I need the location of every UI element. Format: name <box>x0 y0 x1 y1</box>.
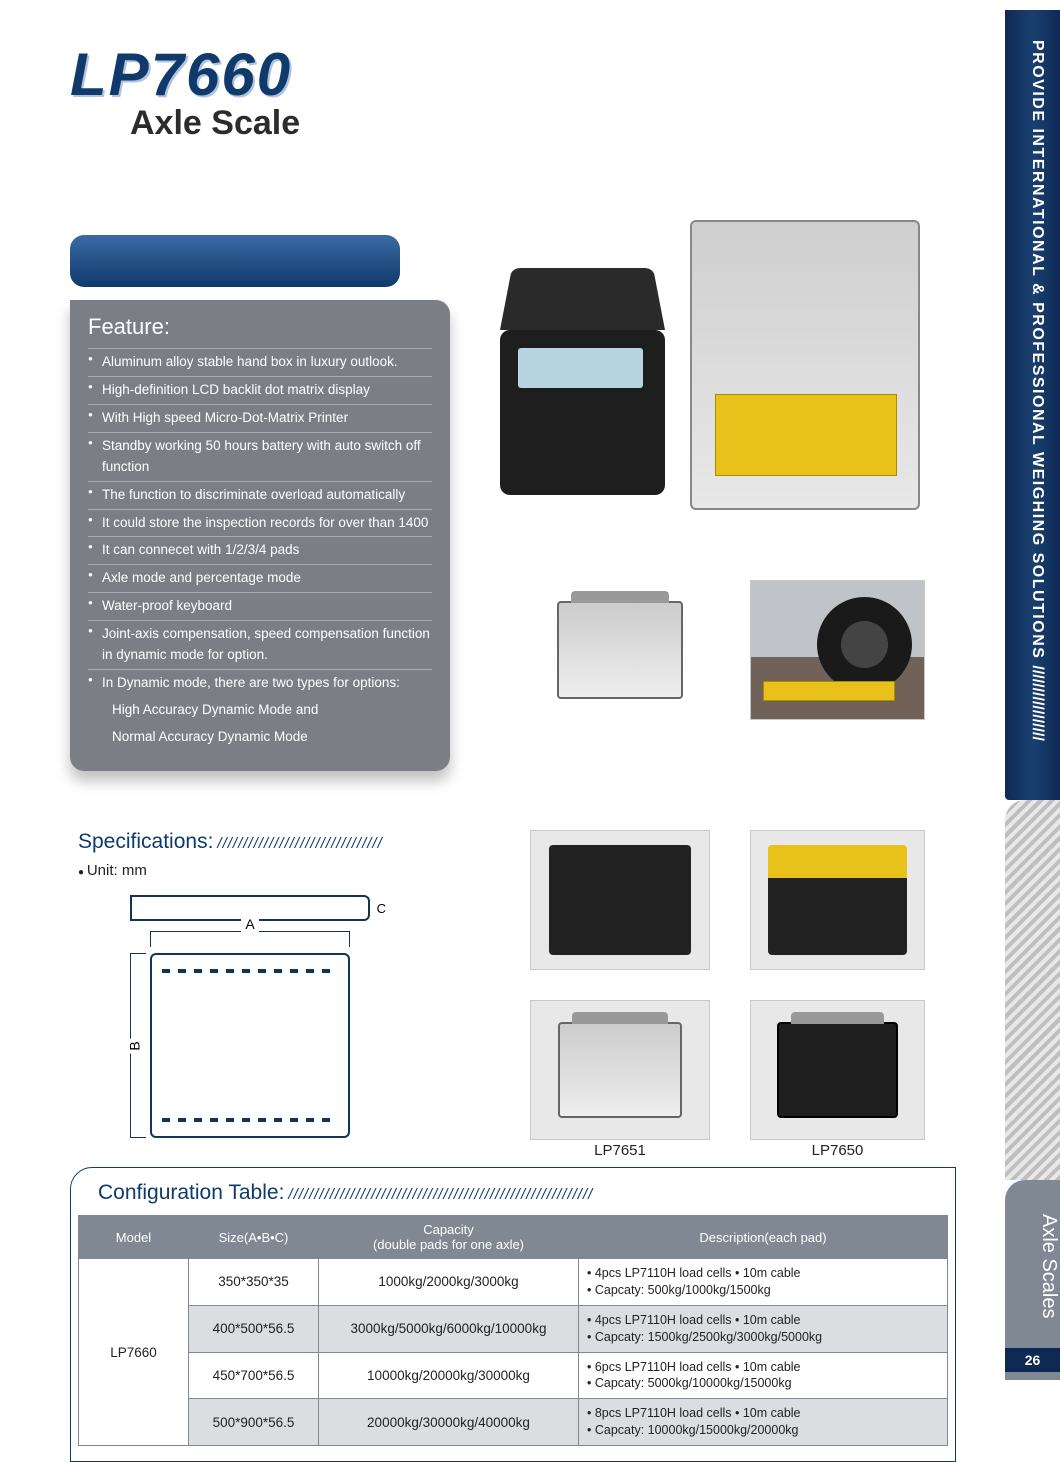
th-size: Size(A•B•C) <box>189 1216 319 1259</box>
feature-item: Joint-axis compensation, speed compensat… <box>88 620 432 669</box>
blue-tab <box>70 235 400 287</box>
config-size-cell: 400*500*56.5 <box>189 1305 319 1352</box>
config-row: 450*700*56.510000kg/20000kg/30000kg• 6pc… <box>79 1352 948 1399</box>
spec-unit: Unit: mm <box>78 862 147 879</box>
feature-item: The function to discriminate overload au… <box>88 481 432 509</box>
feature-item: It could store the inspection records fo… <box>88 509 432 537</box>
feature-item: Aluminum alloy stable hand box in luxury… <box>88 348 432 376</box>
config-table: Model Size(A•B•C) Capacity (double pads … <box>78 1215 948 1446</box>
spec-image-lp7650 <box>750 1000 925 1140</box>
config-desc-cell: • 8pcs LP7110H load cells • 10m cable • … <box>579 1399 948 1446</box>
feature-item: Water-proof keyboard <box>88 592 432 620</box>
config-row: LP7660350*350*351000kg/2000kg/3000kg• 4p… <box>79 1259 948 1306</box>
sidebar-category-text: Axle Scales <box>1024 1200 1060 1333</box>
config-desc-cell: • 4pcs LP7110H load cells • 10m cable • … <box>579 1259 948 1306</box>
feature-item: Standby working 50 hours battery with au… <box>88 432 432 481</box>
config-desc-cell: • 6pcs LP7110H load cells • 10m cable • … <box>579 1352 948 1399</box>
product-image-tire <box>750 580 925 720</box>
spec-image-lp7651 <box>530 1000 710 1140</box>
page-number: 26 <box>1005 1348 1060 1372</box>
feature-sub-item: High Accuracy Dynamic Mode and <box>88 697 432 724</box>
th-capacity: Capacity (double pads for one axle) <box>319 1216 579 1259</box>
feature-panel: Feature: Aluminum alloy stable hand box … <box>70 300 450 771</box>
specifications-title: Specifications: <box>78 830 383 854</box>
spec-image-pad-yellow <box>750 830 925 970</box>
page-header: LP7660 Axle Scale <box>70 40 300 143</box>
config-row: 400*500*56.53000kg/5000kg/6000kg/10000kg… <box>79 1305 948 1352</box>
feature-item: In Dynamic mode, there are two types for… <box>88 669 432 697</box>
feature-list: Aluminum alloy stable hand box in luxury… <box>88 348 432 751</box>
dim-label-b: B <box>127 1038 143 1053</box>
config-capacity-cell: 20000kg/30000kg/40000kg <box>319 1399 579 1446</box>
feature-item: With High speed Micro-Dot-Matrix Printer <box>88 404 432 432</box>
th-description: Description(each pad) <box>579 1216 948 1259</box>
spec-label-lp7650: LP7650 <box>750 1142 925 1159</box>
feature-title: Feature: <box>88 314 432 340</box>
dim-label-a: A <box>241 916 258 932</box>
config-model-cell: LP7660 <box>79 1259 189 1446</box>
spec-label-lp7651: LP7651 <box>530 1142 710 1159</box>
config-size-cell: 500*900*56.5 <box>189 1399 319 1446</box>
sidebar-hatch <box>1005 800 1060 1180</box>
sidebar-tagline: PROVIDE INTERNATIONAL & PROFESSIONAL WEI… <box>1005 10 1060 800</box>
model-number: LP7660 <box>70 40 300 109</box>
config-table-title: Configuration Table: <box>98 1175 948 1205</box>
config-desc-cell: • 4pcs LP7110H load cells • 10m cable • … <box>579 1305 948 1352</box>
sidebar-tagline-text: PROVIDE INTERNATIONAL & PROFESSIONAL WEI… <box>1029 40 1046 659</box>
feature-item: Axle mode and percentage mode <box>88 564 432 592</box>
feature-item: It can connecet with 1/2/3/4 pads <box>88 536 432 564</box>
hero-product-image <box>490 210 920 540</box>
config-capacity-cell: 1000kg/2000kg/3000kg <box>319 1259 579 1306</box>
th-model: Model <box>79 1216 189 1259</box>
config-capacity-cell: 10000kg/20000kg/30000kg <box>319 1352 579 1399</box>
feature-sub-item: Normal Accuracy Dynamic Mode <box>88 724 432 751</box>
feature-item: High-definition LCD backlit dot matrix d… <box>88 376 432 404</box>
spec-image-pad-back <box>530 830 710 970</box>
dimension-diagram: A B <box>130 895 390 1145</box>
config-row: 500*900*56.520000kg/30000kg/40000kg• 8pc… <box>79 1399 948 1446</box>
config-capacity-cell: 3000kg/5000kg/6000kg/10000kg <box>319 1305 579 1352</box>
product-image-case <box>530 580 710 720</box>
config-size-cell: 450*700*56.5 <box>189 1352 319 1399</box>
sidebar: PROVIDE INTERNATIONAL & PROFESSIONAL WEI… <box>990 0 1060 1438</box>
config-table-section: Configuration Table: Model Size(A•B•C) C… <box>78 1175 948 1454</box>
product-subtitle: Axle Scale <box>130 104 300 143</box>
config-size-cell: 350*350*35 <box>189 1259 319 1306</box>
